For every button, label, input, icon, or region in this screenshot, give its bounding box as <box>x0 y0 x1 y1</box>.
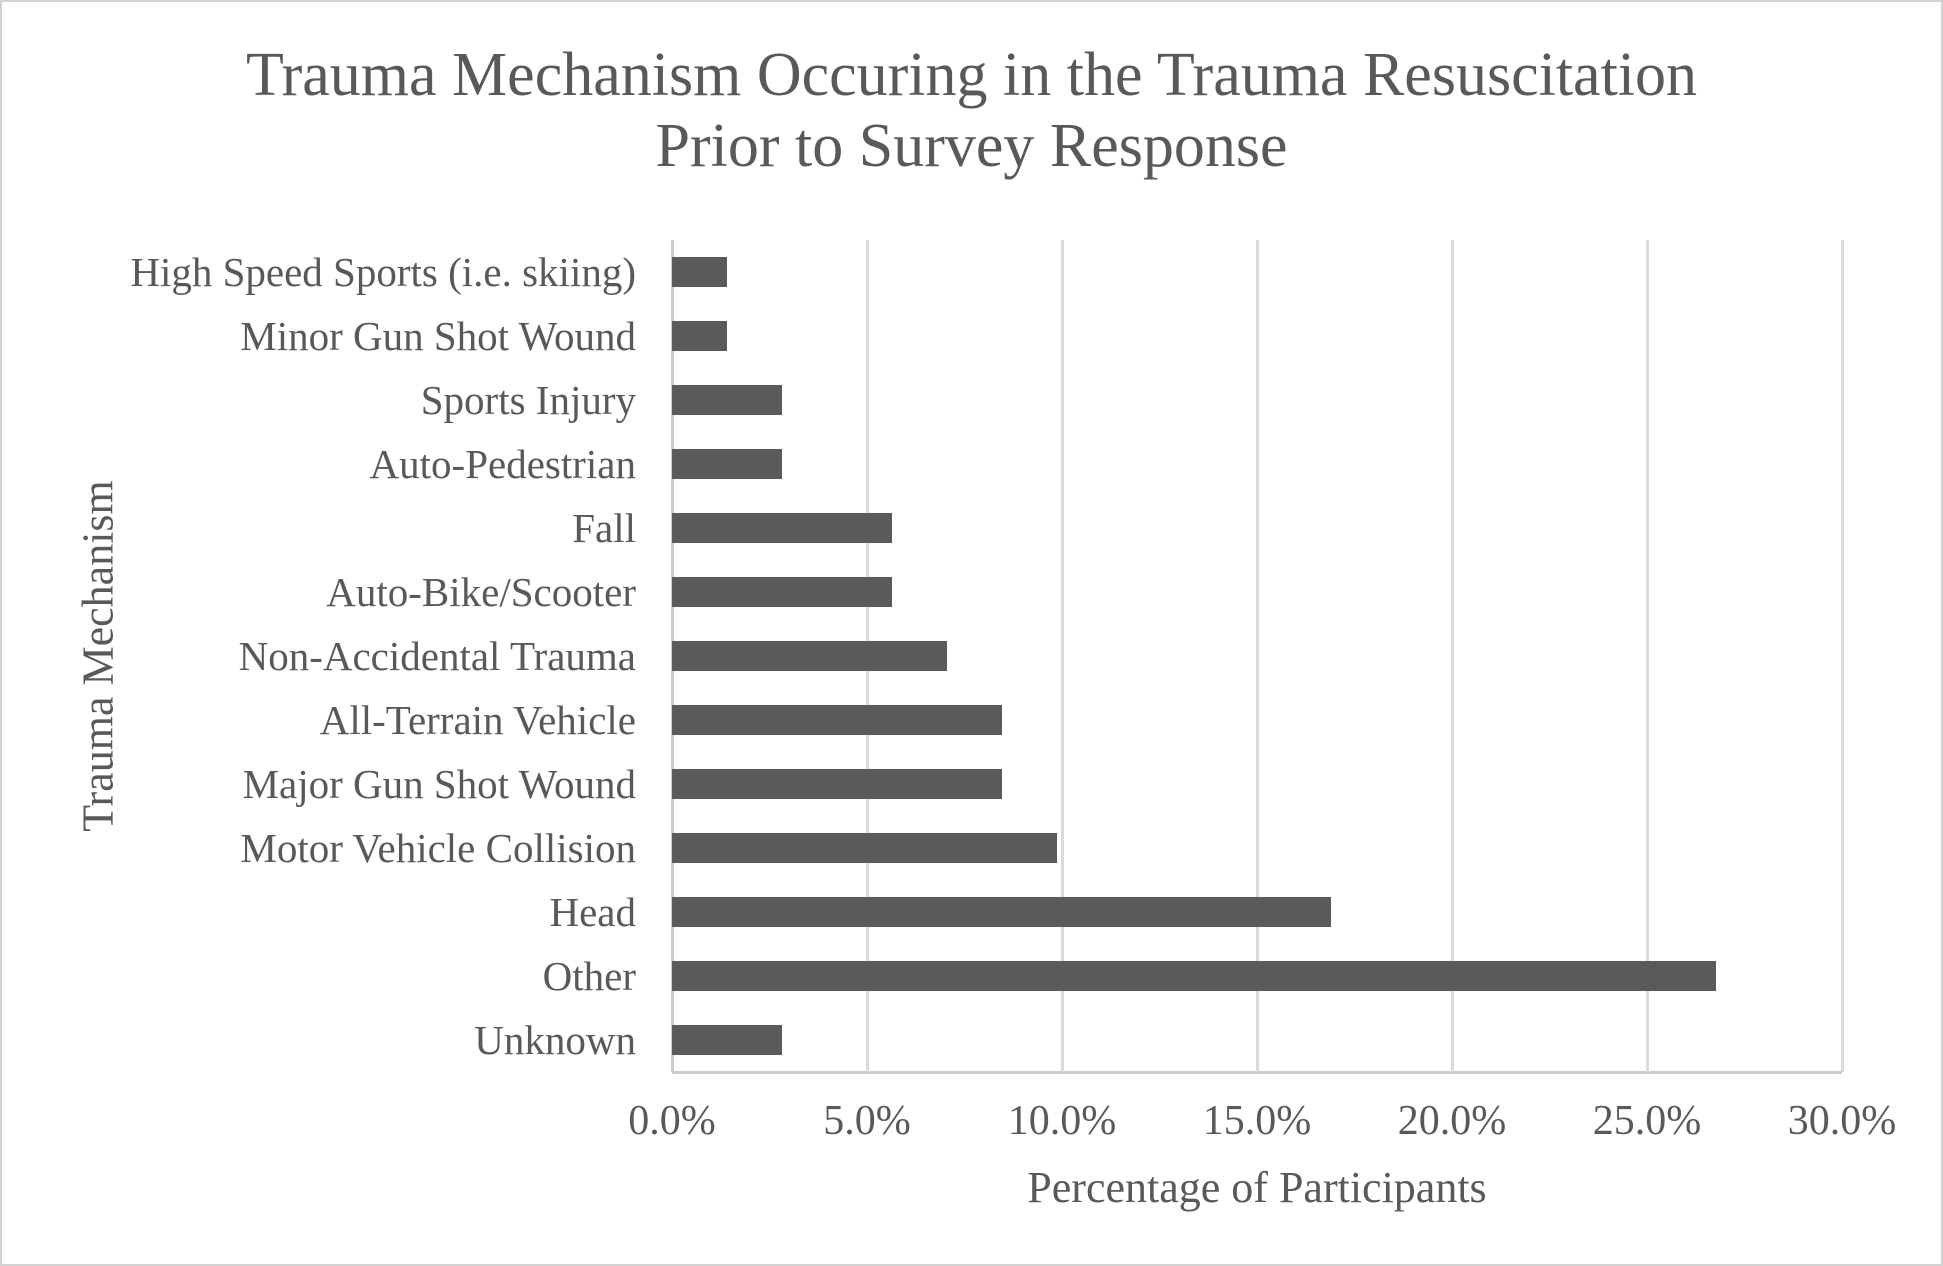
x-tick-label: 30.0% <box>1787 1098 1897 1144</box>
category-label: All-Terrain Vehicle <box>319 697 636 743</box>
bar-row <box>672 560 1842 624</box>
bar <box>672 641 947 671</box>
bar <box>672 961 1716 991</box>
x-gridline <box>1060 240 1064 1072</box>
category-label: Auto-Pedestrian <box>369 441 636 487</box>
bar <box>672 705 1002 735</box>
category-label: Other <box>542 953 636 999</box>
x-tick-label: 0.0% <box>628 1098 716 1144</box>
category-label: Unknown <box>474 1017 636 1063</box>
category-label: Head <box>549 889 636 935</box>
bar-row <box>672 240 1842 304</box>
bar <box>672 1025 782 1055</box>
bar-row <box>672 752 1842 816</box>
category-label: Minor Gun Shot Wound <box>240 313 636 359</box>
bar <box>672 897 1332 927</box>
bar-row <box>672 944 1842 1008</box>
bar-row <box>672 1008 1842 1072</box>
bar-row <box>672 816 1842 880</box>
x-gridline <box>1645 240 1649 1072</box>
category-label: Fall <box>572 505 636 551</box>
x-tick-label: 15.0% <box>1202 1098 1312 1144</box>
bar <box>672 257 727 287</box>
x-axis-title: Percentage of Participants <box>1027 1163 1487 1212</box>
x-tick-label: 5.0% <box>823 1098 911 1144</box>
chart-title-line-2: Prior to Survey Response <box>655 112 1288 180</box>
bar <box>672 833 1057 863</box>
bar <box>672 385 782 415</box>
x-gridline <box>1450 240 1454 1072</box>
bar-row <box>672 496 1842 560</box>
x-tick-label: 20.0% <box>1397 1098 1507 1144</box>
bar <box>672 769 1002 799</box>
bar-row <box>672 624 1842 688</box>
chart-title: Trauma Mechanism Occuring in the Trauma … <box>2 40 1941 182</box>
bar-row <box>672 688 1842 752</box>
bar-row <box>672 304 1842 368</box>
bar-row <box>672 432 1842 496</box>
chart-title-line-1: Trauma Mechanism Occuring in the Trauma … <box>245 41 1698 109</box>
bar <box>672 449 782 479</box>
category-label: Sports Injury <box>420 377 636 423</box>
category-label: Auto-Bike/Scooter <box>326 569 636 615</box>
plot-area <box>670 240 1844 1074</box>
bar-row <box>672 368 1842 432</box>
x-axis-line <box>672 1071 1842 1074</box>
bar <box>672 513 892 543</box>
category-label: Motor Vehicle Collision <box>240 825 636 871</box>
bar <box>672 321 727 351</box>
x-tick-label: 25.0% <box>1592 1098 1702 1144</box>
category-label: Non-Accidental Trauma <box>238 633 636 679</box>
x-gridline <box>1840 240 1844 1072</box>
category-axis-labels: High Speed Sports (i.e. skiing) Minor Gun… <box>2 240 654 1072</box>
x-gridline <box>1255 240 1259 1072</box>
category-label: Major Gun Shot Wound <box>242 761 636 807</box>
x-tick-label: 10.0% <box>1007 1098 1117 1144</box>
bar <box>672 577 892 607</box>
x-axis-tick-labels: 0.0% 5.0% 10.0% 15.0% 20.0% 25.0% 30.0% <box>628 1092 1896 1150</box>
bar-row <box>672 880 1842 944</box>
category-label: High Speed Sports (i.e. skiing) <box>130 249 636 295</box>
